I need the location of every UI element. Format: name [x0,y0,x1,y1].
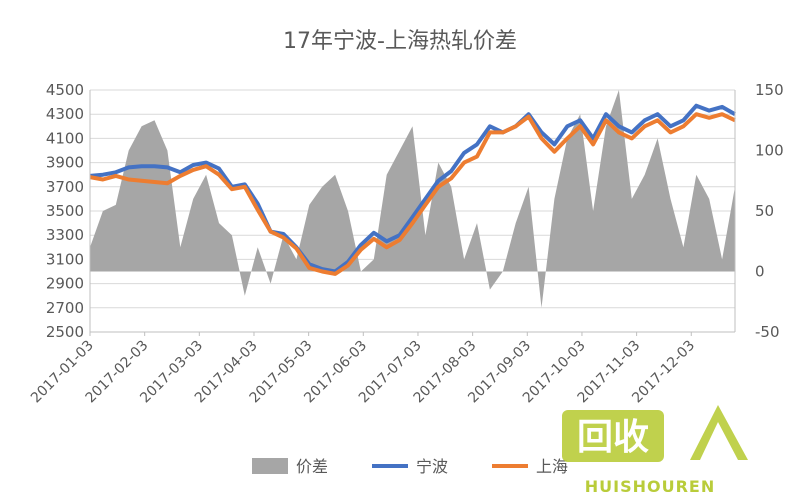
watermark-box [562,410,664,462]
watermark-subtext: HUISHOUREN [585,477,715,496]
legend: 价差 宁波 上海 [252,457,568,476]
left-axis-tick-label: 4300 [46,105,84,123]
left-axis-tick-label: 4100 [46,129,84,147]
right-axis-tick-label: 50 [755,202,774,220]
watermark-logo: 回收 HUISHOUREN [562,405,748,496]
left-axis-tick-label: 3300 [46,226,84,244]
area-series [90,90,735,308]
left-axis-tick-label: 3900 [46,154,84,172]
series-line-宁波 [89,103,736,274]
legend-label: 上海 [536,457,568,476]
legend-label: 价差 [296,457,328,476]
series-area-价差 [90,90,735,308]
right-axis-tick-label: 150 [755,81,784,99]
watermark-mark [690,405,748,460]
right-axis-tick-label: -50 [755,323,780,341]
left-axis-tick-label: 3500 [46,202,84,220]
left-axis-tick-label: 2700 [46,299,84,317]
right-axis-tick-label: 0 [755,263,765,281]
chart-title: 17年宁波-上海热轧价差 [283,29,517,54]
right-axis-tick-label: 100 [755,142,784,160]
watermark-text: 回收 [577,417,649,458]
legend-swatch [252,458,288,474]
left-axis-tick-label: 3100 [46,250,84,268]
line-series [89,103,736,276]
legend-label: 宁波 [416,457,448,476]
left-axis-tick-label: 3700 [46,178,84,196]
left-axis-tick-label: 2500 [46,323,84,341]
left-axis-tick-label: 4500 [46,81,84,99]
left-axis-tick-label: 2900 [46,275,84,293]
series-line-上海 [89,112,736,276]
